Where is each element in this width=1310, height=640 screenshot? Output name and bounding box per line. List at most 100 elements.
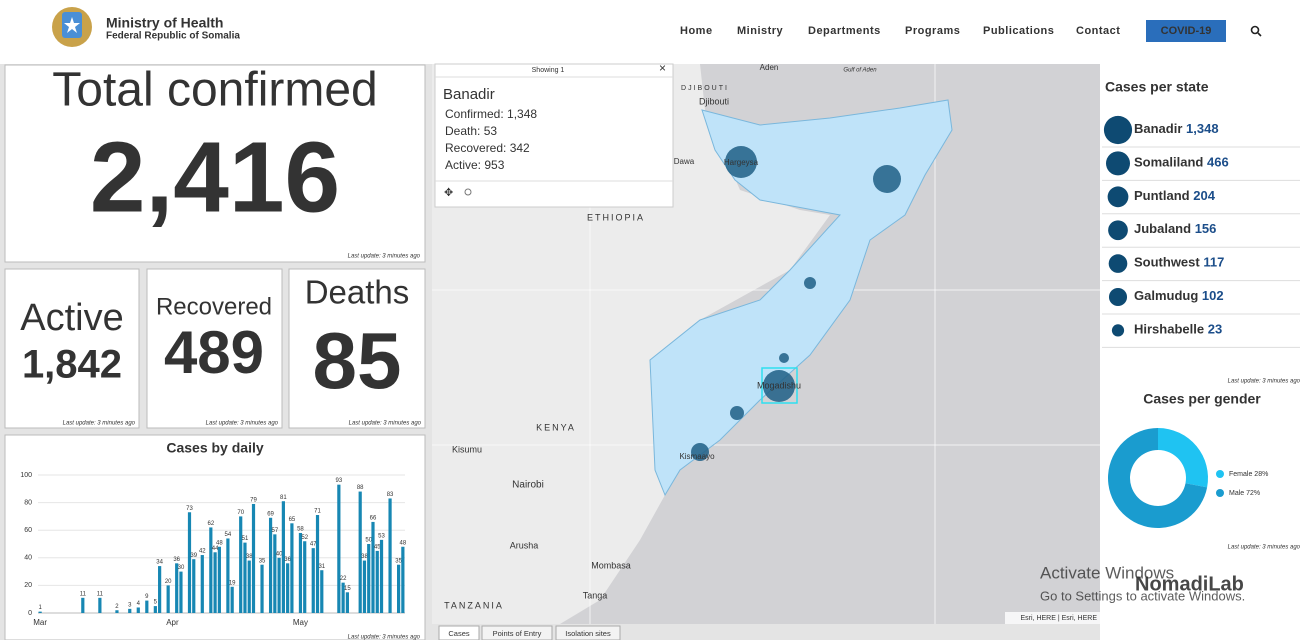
bar (200, 555, 204, 613)
data-label: 62 (207, 521, 214, 527)
bar (213, 552, 217, 613)
nav-link[interactable]: Ministry (737, 25, 784, 37)
x-tick-label: Apr (166, 618, 179, 627)
bar (290, 523, 294, 613)
map-bubbles[interactable] (691, 146, 901, 461)
data-label: 58 (297, 527, 304, 533)
map-label: KENYA (536, 422, 576, 432)
bar (337, 484, 341, 613)
bar (277, 557, 281, 613)
bar (166, 585, 170, 613)
panel (4, 64, 426, 263)
state-value: 466 (1207, 155, 1229, 170)
state-name: Puntland (1134, 188, 1190, 203)
kpi-label: Active (20, 297, 123, 339)
data-label: 81 (280, 495, 287, 501)
nav-link[interactable]: Publications (983, 25, 1054, 37)
search-icon[interactable] (1250, 25, 1260, 35)
state-value: 102 (1202, 288, 1224, 303)
data-label: 19 (229, 580, 236, 586)
bar (303, 541, 307, 613)
data-label: 57 (271, 528, 278, 534)
bar (226, 538, 230, 613)
bar (273, 534, 277, 613)
data-label: 22 (340, 576, 347, 582)
data-label: 70 (237, 510, 244, 516)
data-label: 5 (154, 600, 158, 606)
state-marker (1111, 324, 1125, 337)
last-update: Last update: 3 minutes ago (63, 421, 136, 427)
data-label: 11 (97, 591, 104, 597)
tab[interactable] (481, 625, 553, 640)
map-label: Dawa (674, 157, 695, 166)
nav-link[interactable]: Programs (905, 25, 960, 37)
y-tick-label: 60 (24, 527, 32, 534)
bar (179, 571, 183, 613)
covid-button[interactable] (1146, 20, 1226, 42)
map-label: Tanga (583, 590, 608, 600)
bar (230, 586, 234, 613)
map-label: Kisumu (452, 444, 482, 454)
state-marker (1108, 220, 1128, 241)
last-update: Last update: 3 minutes ago (206, 421, 279, 427)
data-label: 51 (242, 536, 249, 542)
bar (341, 582, 345, 613)
logo-subtitle: Federal Republic of Somalia (106, 31, 240, 42)
data-label: 40 (276, 551, 283, 557)
y-tick-label: 100 (20, 472, 32, 479)
nav-link[interactable]: Contact (1076, 25, 1120, 37)
bar (209, 527, 213, 613)
panel-title: Cases per gender (1143, 391, 1261, 407)
data-label: 15 (344, 586, 351, 592)
last-update: Last update: 3 minutes ago (348, 635, 421, 640)
bar (311, 548, 315, 613)
data-label: 48 (400, 540, 407, 546)
legend-swatch (1216, 489, 1224, 497)
bar (239, 516, 243, 613)
bar (379, 539, 384, 613)
nav-link[interactable]: Departments (808, 25, 881, 37)
kpi-value: 1,842 (22, 343, 122, 387)
popup-row: Confirmed: 1,348 (445, 107, 537, 121)
bar (136, 607, 140, 613)
legend-entry: Male 72% (1229, 490, 1260, 497)
map-label: ETHIOPIA (587, 212, 645, 222)
legend-name: Male (1229, 490, 1244, 497)
tab-label: Points of Entry (493, 629, 542, 638)
legend-value: 72% (1246, 490, 1260, 497)
bar (145, 600, 149, 613)
nav-link[interactable]: Home (680, 25, 713, 37)
kpi-label: Total confirmed (52, 64, 377, 117)
state-value: 156 (1195, 222, 1217, 237)
x-tick-label: Mar (33, 618, 47, 627)
close[interactable]: × (659, 61, 666, 75)
data-label: 20 (165, 579, 172, 585)
data-label: 1 (38, 605, 42, 611)
popup (434, 63, 674, 208)
bar (243, 542, 247, 613)
bar (315, 515, 320, 613)
bar (247, 560, 251, 613)
bar (251, 503, 256, 613)
state-name: Jubaland (1134, 222, 1191, 237)
tab[interactable] (438, 625, 480, 640)
kpi-value: 2,416 (90, 121, 340, 233)
zoom-tool[interactable] (464, 188, 472, 196)
state-marker (1107, 186, 1129, 208)
map-label: Nairobi (512, 480, 544, 491)
bar (371, 521, 375, 613)
data-label: 3 (128, 602, 132, 608)
x-tick-label: May (293, 618, 308, 627)
panel (288, 268, 426, 429)
tab[interactable] (555, 625, 621, 640)
popup-tool[interactable]: ✥ (444, 187, 453, 199)
data-label: 31 (318, 564, 325, 570)
y-tick-label: 40 (24, 555, 32, 562)
somalia[interactable] (649, 99, 953, 497)
bar (358, 491, 362, 613)
map-label: Gulf of Aden (843, 68, 877, 74)
bar (281, 501, 285, 613)
data-label: 53 (378, 533, 385, 539)
bar (98, 597, 102, 613)
